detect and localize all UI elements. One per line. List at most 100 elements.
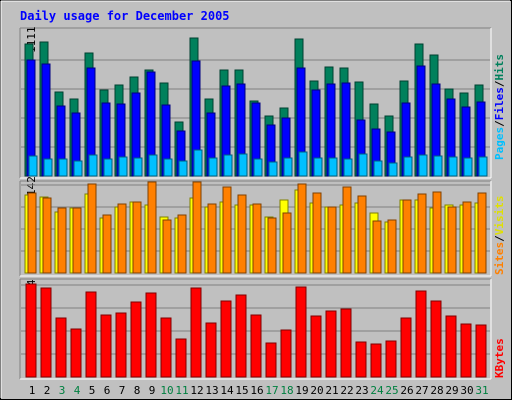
bar-sites-day-16 xyxy=(252,203,262,274)
bar-pages-day-10 xyxy=(163,158,173,177)
legend-sites-visits: Sites/Visits xyxy=(493,196,506,276)
bar-pages-day-6 xyxy=(103,158,113,177)
bar-pages-day-12 xyxy=(193,149,203,177)
x-tick-label-day-20: 20 xyxy=(310,384,323,397)
bar-kbytes-day-1 xyxy=(25,283,37,378)
bar-pages-day-11 xyxy=(178,160,188,177)
bar-sites-day-17 xyxy=(267,217,277,274)
x-tick-label-day-14: 14 xyxy=(220,384,234,397)
bar-pages-day-16 xyxy=(253,158,263,177)
bar-pages-day-28 xyxy=(433,155,443,177)
bar-sites-day-7 xyxy=(117,203,127,274)
bar-sites-day-24 xyxy=(372,220,382,274)
bar-kbytes-day-4 xyxy=(70,328,82,378)
bar-kbytes-day-18 xyxy=(280,329,292,378)
legend-kbytes: KBytes xyxy=(493,338,506,378)
bar-sites-day-11 xyxy=(177,214,187,274)
bar-kbytes-day-5 xyxy=(85,291,97,378)
legend-sep-3: / xyxy=(493,235,506,242)
bar-sites-day-20 xyxy=(312,192,322,274)
legend-sep-2: / xyxy=(493,80,506,87)
bar-kbytes-day-6 xyxy=(100,314,112,378)
bar-kbytes-day-29 xyxy=(445,315,457,378)
bar-sites-day-26 xyxy=(402,199,412,274)
bar-sites-day-12 xyxy=(192,181,202,274)
x-tick-label-day-7: 7 xyxy=(119,384,126,397)
bar-sites-day-22 xyxy=(342,186,352,274)
bar-kbytes-day-21 xyxy=(325,310,337,378)
bar-kbytes-day-2 xyxy=(40,287,52,378)
bar-sites-day-18 xyxy=(282,212,292,274)
bar-kbytes-day-3 xyxy=(55,317,67,378)
bar-kbytes-day-25 xyxy=(385,340,397,378)
bar-sites-day-15 xyxy=(237,194,247,274)
x-tick-label-day-25: 25 xyxy=(385,384,398,397)
bar-kbytes-day-10 xyxy=(160,317,172,378)
chart-title: Daily usage for December 2005 xyxy=(20,9,230,23)
bar-pages-day-30 xyxy=(463,157,473,177)
bar-sites-day-23 xyxy=(357,195,367,274)
x-tick-label-day-10: 10 xyxy=(160,384,173,397)
bar-sites-day-25 xyxy=(387,219,397,274)
bar-kbytes-day-27 xyxy=(415,290,427,378)
bar-sites-day-5 xyxy=(87,183,97,274)
bar-sites-day-31 xyxy=(477,192,487,274)
bar-pages-day-22 xyxy=(343,158,353,177)
bar-pages-day-15 xyxy=(238,153,248,177)
bar-kbytes-day-8 xyxy=(130,301,142,378)
bar-pages-day-18 xyxy=(283,157,293,177)
bar-kbytes-day-28 xyxy=(430,300,442,378)
x-tick-label-day-23: 23 xyxy=(355,384,368,397)
x-tick-label-day-30: 30 xyxy=(460,384,473,397)
x-tick-label-day-8: 8 xyxy=(134,384,141,397)
bar-pages-day-24 xyxy=(373,160,383,177)
x-tick-label-day-6: 6 xyxy=(104,384,111,397)
legend-hits: Hits xyxy=(493,54,506,81)
bar-sites-day-28 xyxy=(432,191,442,274)
x-tick-label-day-21: 21 xyxy=(325,384,338,397)
bar-pages-day-17 xyxy=(268,161,278,177)
x-tick-label-day-18: 18 xyxy=(280,384,293,397)
bar-sites-day-8 xyxy=(132,201,142,274)
bar-pages-day-5 xyxy=(88,154,98,177)
x-tick-label-day-15: 15 xyxy=(235,384,248,397)
bar-kbytes-day-19 xyxy=(295,286,307,378)
x-tick-label-day-4: 4 xyxy=(74,384,81,397)
x-axis-labels: 1 2 3 4 5 6 7 8 9 10 11 12 13 14 15 16 17 18 19 20 21 22 23 24 2… xyxy=(29,384,489,397)
legend-visits: Visits xyxy=(493,196,506,236)
x-tick-label-day-2: 2 xyxy=(44,384,51,397)
bar-kbytes-day-9 xyxy=(145,292,157,378)
x-tick-label-day-22: 22 xyxy=(340,384,353,397)
bar-kbytes-day-23 xyxy=(355,341,367,378)
bar-pages-day-8 xyxy=(133,157,143,177)
bar-kbytes-day-7 xyxy=(115,312,127,378)
legend-sep-1: / xyxy=(493,120,506,127)
bar-kbytes-day-15 xyxy=(235,294,247,378)
x-tick-label-day-31: 31 xyxy=(475,384,488,397)
bar-kbytes-day-17 xyxy=(265,342,277,378)
x-tick-label-day-19: 19 xyxy=(295,384,308,397)
bar-pages-day-21 xyxy=(328,157,338,177)
legend-sites: Sites xyxy=(493,242,506,275)
x-tick-label-day-12: 12 xyxy=(190,384,203,397)
bar-kbytes-day-24 xyxy=(370,343,382,378)
bar-sites-day-21 xyxy=(327,206,337,274)
bar-sites-day-3 xyxy=(57,207,67,274)
bar-kbytes-day-14 xyxy=(220,300,232,378)
bar-pages-day-19 xyxy=(298,151,308,177)
bar-pages-day-7 xyxy=(118,156,128,177)
legend-pages: Pages xyxy=(493,127,506,160)
bar-pages-day-25 xyxy=(388,162,398,177)
bar-pages-day-26 xyxy=(403,156,413,177)
bar-pages-day-27 xyxy=(418,154,428,177)
bar-sites-day-27 xyxy=(417,193,427,274)
bar-kbytes-day-26 xyxy=(400,317,412,378)
bar-pages-day-13 xyxy=(208,157,218,177)
bar-pages-day-14 xyxy=(223,154,233,177)
bar-sites-day-4 xyxy=(72,207,82,274)
x-tick-label-day-24: 24 xyxy=(370,384,384,397)
x-tick-label-day-3: 3 xyxy=(59,384,66,397)
x-tick-label-day-29: 29 xyxy=(445,384,458,397)
